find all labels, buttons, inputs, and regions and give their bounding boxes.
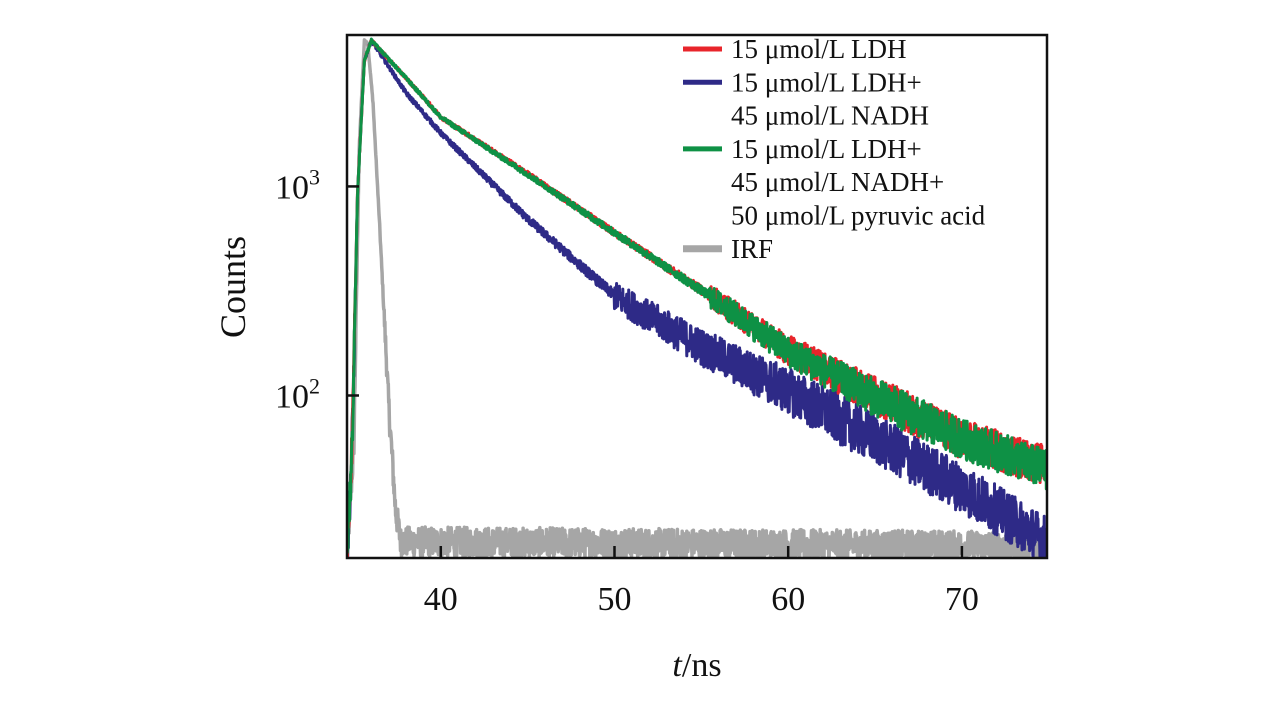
y-tick-exponent: 2 [309, 373, 320, 398]
y-axis-label: Counts [213, 236, 253, 338]
x-axis-label-unit: /ns [682, 647, 722, 684]
x-tick-label: 40 [424, 581, 458, 618]
y-tick-base: 10 [275, 169, 309, 206]
legend-label: 45 μmol/L NADH+ [731, 167, 944, 197]
x-tick-label: 70 [945, 581, 979, 618]
y-tick-label: 103 [275, 164, 320, 206]
y-tick-label: 102 [275, 373, 320, 415]
series-layer [347, 37, 1047, 558]
legend-label: 15 μmol/L LDH [731, 34, 906, 64]
series-line-3 [347, 37, 1047, 554]
y-tick-exponent: 3 [309, 164, 320, 189]
x-tick-label: 50 [597, 581, 631, 618]
x-axis-label: t/ns [672, 647, 721, 684]
series-line-0 [347, 38, 1047, 558]
x-axis-label-variable: t [672, 647, 683, 684]
y-tick-base: 10 [275, 378, 309, 415]
x-tick-label: 60 [771, 581, 805, 618]
legend-label: 50 μmol/L pyruvic acid [731, 201, 986, 231]
series-line-2 [347, 38, 1047, 558]
legend-label: 15 μmol/L LDH+ [731, 134, 922, 164]
legend-label: IRF [731, 234, 773, 264]
plot-frame [345, 33, 1049, 560]
legend-label: 45 μmol/L NADH [731, 101, 929, 131]
legend-label: 15 μmol/L LDH+ [731, 67, 922, 97]
